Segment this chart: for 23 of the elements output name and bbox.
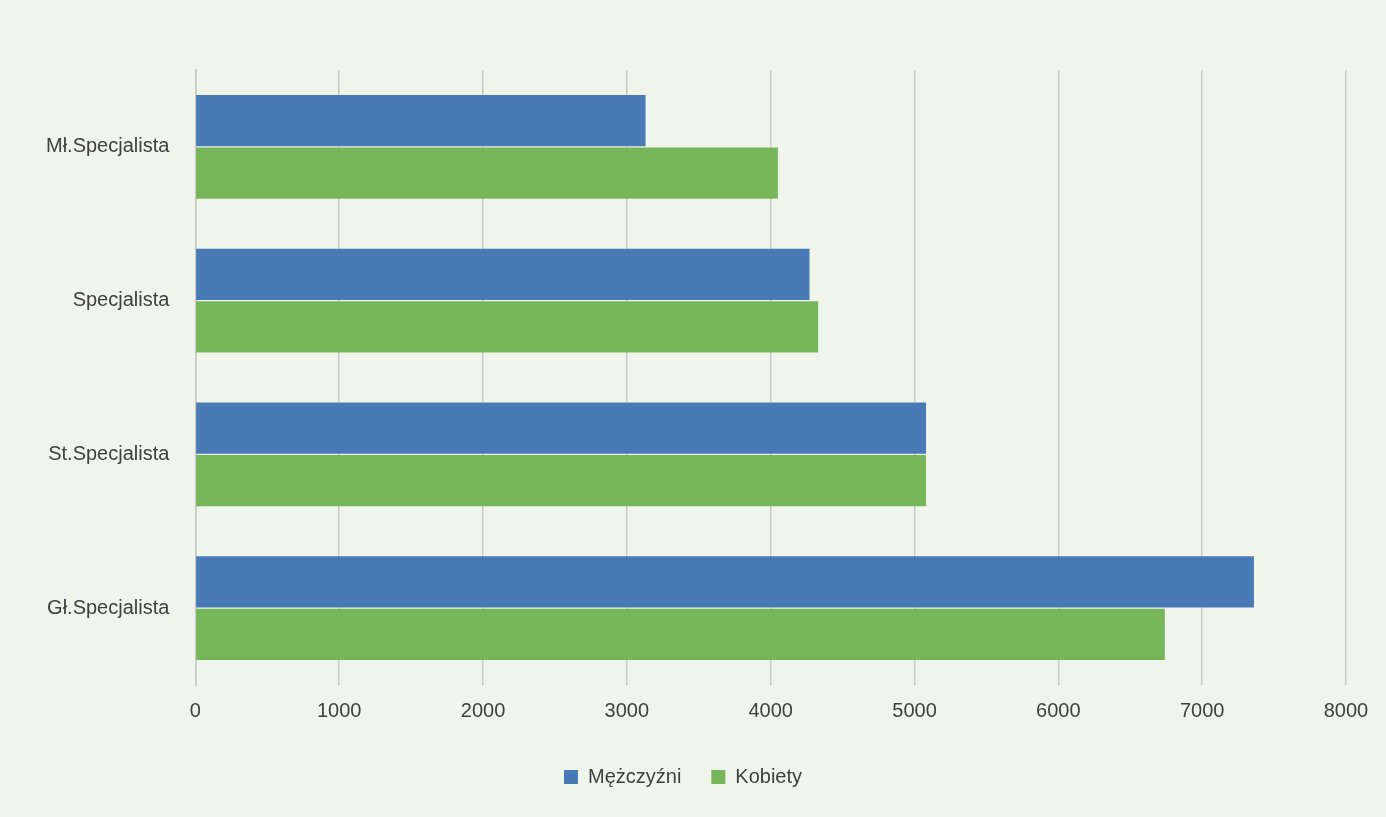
bar — [196, 301, 819, 353]
legend-label: Kobiety — [735, 764, 803, 787]
legend-label: Mężczyźni — [587, 764, 682, 787]
y-tick-label: Specjalista — [72, 288, 171, 311]
x-tick-label: 4000 — [748, 698, 793, 721]
bar — [196, 608, 1165, 660]
y-tick-label: St.Specjalista — [48, 441, 171, 464]
y-tick-label: Mł.Specjalista — [45, 134, 171, 157]
x-tick-label: 8000 — [1323, 698, 1369, 721]
bar — [196, 248, 810, 301]
x-tick-label: 7000 — [1179, 698, 1225, 721]
bar — [196, 95, 646, 147]
x-tick-label: 3000 — [604, 698, 650, 721]
y-tick-label: Gł.Specjalista — [47, 595, 171, 618]
x-tick-label: 2000 — [460, 698, 506, 721]
x-tick-label: 0 — [189, 698, 201, 721]
x-tick-label: 6000 — [1036, 698, 1081, 721]
bar — [196, 556, 1254, 608]
bar — [196, 147, 778, 199]
bar — [196, 454, 927, 507]
x-tick-label: 1000 — [316, 698, 362, 721]
x-tick-label: 5000 — [892, 698, 937, 721]
bar — [196, 402, 927, 454]
